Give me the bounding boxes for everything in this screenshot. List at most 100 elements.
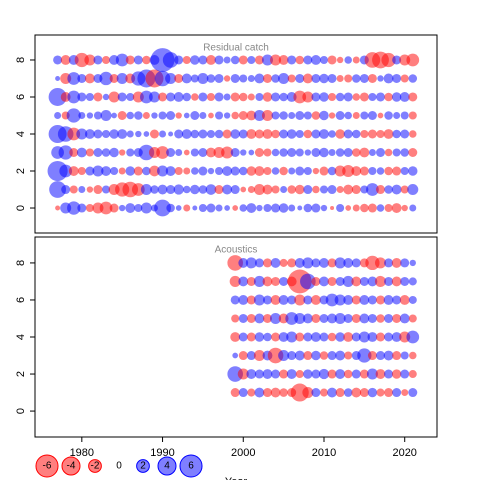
bubble (336, 186, 344, 193)
bubble (271, 369, 281, 379)
bubble (400, 276, 410, 286)
bubble (365, 255, 380, 271)
bubble (295, 55, 305, 65)
bubble (135, 130, 142, 138)
bubble (142, 55, 151, 65)
bubble (198, 166, 208, 176)
bubble (214, 185, 224, 195)
bubble (247, 75, 255, 82)
bubble (67, 127, 81, 141)
bubble (69, 185, 78, 194)
bubble (77, 73, 87, 83)
bubble (78, 186, 86, 193)
bubble (246, 332, 256, 342)
bubble (223, 93, 231, 101)
bubble (287, 148, 297, 158)
bubble (335, 276, 345, 286)
bubble (140, 90, 153, 104)
bubble (165, 72, 177, 84)
bubble (375, 295, 385, 305)
bubble (183, 112, 190, 119)
bubble (238, 55, 248, 65)
bubble (368, 92, 377, 102)
bubble (190, 55, 200, 65)
bubble (270, 295, 281, 305)
bubble (351, 369, 361, 379)
bubble (197, 72, 209, 84)
bubble (327, 276, 337, 286)
bubble (109, 73, 119, 83)
bubble (131, 183, 145, 196)
bubble (99, 71, 113, 86)
bubble (279, 369, 289, 379)
bubble (367, 332, 378, 342)
bubble (271, 167, 280, 175)
bubble (118, 149, 126, 156)
bubble (206, 129, 216, 139)
bubble (191, 167, 199, 175)
bubble (182, 185, 191, 194)
bubble (375, 185, 385, 195)
bubble (352, 112, 360, 119)
bubble (287, 74, 296, 83)
bubble (335, 350, 346, 361)
bubble (376, 204, 385, 212)
bubble (227, 366, 243, 382)
bubble (154, 199, 171, 217)
bubble (377, 75, 384, 82)
bubble (125, 166, 135, 176)
bubble (109, 203, 119, 213)
bubble (303, 203, 313, 213)
bubble (360, 111, 369, 120)
bubble (294, 294, 306, 306)
bubble (175, 149, 183, 156)
bubble (55, 76, 61, 81)
bubble (384, 185, 393, 194)
bubble (295, 73, 305, 83)
bubble (384, 258, 394, 268)
bubble (384, 332, 394, 342)
bubble (117, 110, 127, 120)
bubble (328, 149, 336, 156)
bubble (229, 275, 241, 287)
bubble (319, 185, 329, 194)
bubble (360, 203, 369, 213)
bubble (151, 112, 158, 119)
bubble (357, 348, 372, 363)
legend-label: -4 (67, 461, 76, 472)
bubble (238, 313, 248, 323)
bubble (86, 112, 94, 119)
bubble (319, 92, 329, 102)
bubble (58, 145, 73, 160)
bubble (93, 92, 103, 102)
bubble (271, 276, 281, 286)
bubble (366, 183, 379, 196)
bubble (78, 112, 86, 119)
bubble (271, 185, 280, 194)
bubble (287, 55, 297, 65)
x-tick-label: 2020 (392, 447, 416, 459)
bubble (278, 350, 290, 362)
bubble (303, 351, 313, 361)
bubble (222, 184, 233, 195)
bubble (165, 166, 176, 176)
bubble (240, 149, 247, 156)
legend-bubble (61, 456, 81, 476)
x-tick-label: 1990 (150, 447, 174, 459)
bubble (392, 55, 402, 65)
bubble (198, 55, 208, 65)
bubble (263, 148, 272, 157)
bubble (352, 56, 360, 64)
bubble (319, 257, 329, 268)
y-tick-label: 8 (15, 260, 27, 266)
y-tick-label: 8 (15, 57, 27, 63)
bubble (253, 275, 265, 287)
bubble (286, 129, 297, 139)
bubble (311, 313, 321, 323)
bubble (351, 387, 362, 398)
bubble (312, 167, 320, 175)
bubble (391, 369, 402, 379)
bubble (92, 165, 104, 177)
bubble (285, 312, 299, 325)
bubble (67, 72, 81, 85)
